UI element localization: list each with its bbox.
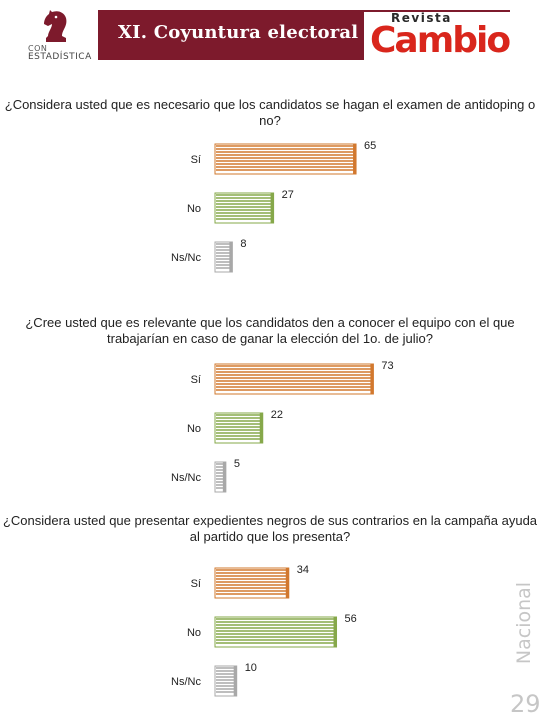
bar-edge <box>233 666 237 696</box>
value-label: 10 <box>245 662 257 674</box>
category-label: Sí <box>191 578 201 590</box>
cambio-logo-small: Revista <box>391 11 452 25</box>
bar-group-3: Ns/Nc 10 <box>171 662 257 697</box>
category-label: No <box>187 423 201 435</box>
logo-left-text: CON ESTADÍSTICA <box>28 44 92 62</box>
section-title: XI. Coyuntura electoral <box>118 22 359 43</box>
value-label: 22 <box>271 409 283 421</box>
category-label: Ns/Nc <box>171 252 201 264</box>
bar-edge <box>259 413 263 443</box>
page-number: 29 <box>510 690 540 718</box>
knight-icon <box>44 10 67 42</box>
cambio-logo: Revista Cambio <box>364 11 511 61</box>
bar-group-3: Ns/Nc 5 <box>171 458 240 493</box>
category-label: Ns/Nc <box>171 472 201 484</box>
value-label: 56 <box>345 613 357 625</box>
chart-2-title: ¿Cree usted que es relevante que los can… <box>25 315 515 346</box>
chart-3-title: ¿Considera usted que presentar expedient… <box>2 513 538 544</box>
value-label: 34 <box>297 564 309 576</box>
side-label: Nacional <box>513 581 536 665</box>
cambio-logo-word: Cambio <box>370 20 511 61</box>
header: CON ESTADÍSTICA XI. Coyuntura electoral … <box>0 0 540 64</box>
bar-group-2: No 27 <box>187 189 294 224</box>
logo-line1: CON <box>28 44 48 53</box>
value-label: 27 <box>282 189 294 201</box>
bar-edge <box>370 364 374 394</box>
bar-group-1: Sí 65 <box>191 140 376 175</box>
bar-edge <box>353 144 357 174</box>
bar-group-3: Ns/Nc 8 <box>171 238 246 273</box>
category-label: Sí <box>191 154 201 166</box>
chart-1: Sí 65 No 27 Ns/Nc 8 <box>171 140 376 273</box>
category-label: No <box>187 203 201 215</box>
bar-edge <box>333 617 337 647</box>
value-label: 8 <box>240 238 246 250</box>
value-label: 65 <box>364 140 376 152</box>
value-label: 73 <box>381 360 393 372</box>
chart-1-title: ¿Considera usted que es necesario que lo… <box>4 97 536 128</box>
bar-edge <box>270 193 274 223</box>
side-section: Nacional <box>503 582 540 672</box>
chart-3: Sí 34 No 56 Ns/Nc 10 <box>171 564 357 697</box>
bar-group-1: Sí 34 <box>191 564 309 599</box>
bar-edge <box>285 568 289 598</box>
bar-edge <box>222 462 226 492</box>
bar-edge <box>229 242 233 272</box>
category-label: Sí <box>191 374 201 386</box>
bar-group-2: No 56 <box>187 613 357 648</box>
value-label: 5 <box>234 458 240 470</box>
category-label: No <box>187 627 201 639</box>
category-label: Ns/Nc <box>171 676 201 688</box>
logo-line2: ESTADÍSTICA <box>28 52 92 62</box>
chart-2: Sí 73 No 22 Ns/Nc 5 <box>171 360 394 493</box>
bar-group-2: No 22 <box>187 409 283 444</box>
conestadistica-logo: CON ESTADÍSTICA <box>18 8 98 62</box>
bar-group-1: Sí 73 <box>191 360 394 395</box>
